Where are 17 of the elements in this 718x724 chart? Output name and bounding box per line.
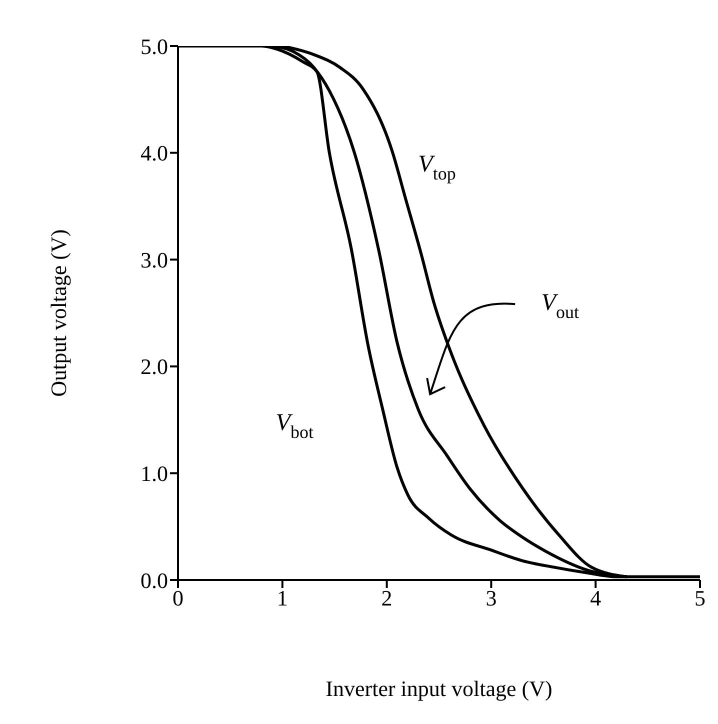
annotation: V$_{out}$ xyxy=(541,290,579,322)
x-tick-label: 0 xyxy=(172,586,184,611)
series-label: V$_{top}$ xyxy=(418,151,456,184)
y-axis-title: Output voltage (V) xyxy=(46,229,71,397)
y-tick-label: 3.0 xyxy=(140,247,168,272)
x-tick-label: 5 xyxy=(694,586,706,611)
y-tick-label: 2.0 xyxy=(140,354,168,380)
y-tick-label: 5.0 xyxy=(140,34,168,59)
y-tick-label: 0.0 xyxy=(140,568,168,593)
text: V$_{bot}$ xyxy=(276,410,314,442)
x-tick-label: 2 xyxy=(381,586,392,611)
y-tick-label: 1.0 xyxy=(140,461,168,486)
x-axis-title: Inverter input voltage (V) xyxy=(326,676,552,701)
y-tick-label: 4.0 xyxy=(140,140,168,166)
x-tick-label: 3 xyxy=(486,586,497,611)
x-tick-label: 4 xyxy=(590,586,602,611)
x-tick-label: 1 xyxy=(276,586,288,611)
